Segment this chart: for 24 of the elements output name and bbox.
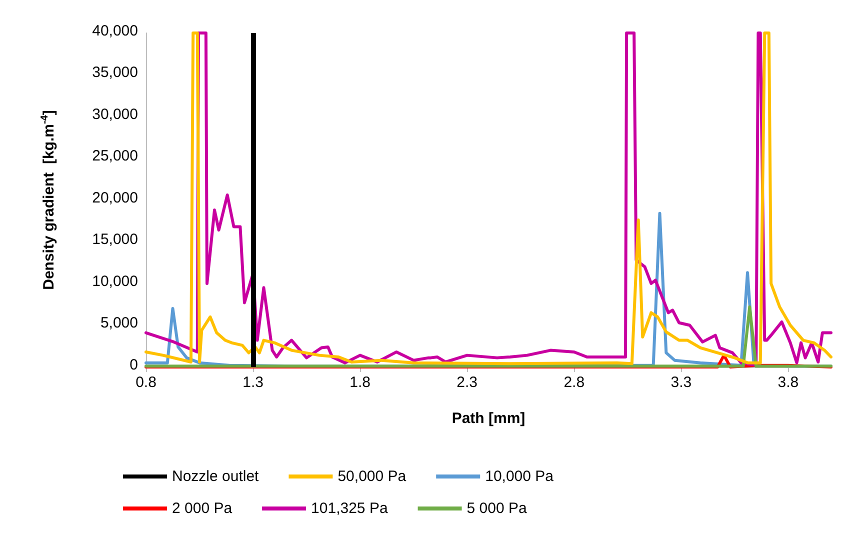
y-tick-label: 15,000 <box>92 231 138 248</box>
x-tick-label: 0.8 <box>136 374 156 391</box>
y-tick-label: 5,000 <box>100 314 138 332</box>
y-tick-label: 35,000 <box>92 64 138 81</box>
x-tick-label: 2.3 <box>456 374 478 391</box>
x-tick-label: 1.3 <box>242 374 264 391</box>
y-tick-label: 30,000 <box>92 106 138 123</box>
legend-label: 50,000 Pa <box>338 468 407 485</box>
y-tick-label: 20,000 <box>92 189 138 206</box>
x-axis-title: Path [mm] <box>452 410 526 427</box>
legend-label: 5 000 Pa <box>466 500 528 517</box>
legend-label: 101,325 Pa <box>311 500 388 517</box>
x-tick-label: 3.8 <box>778 374 799 391</box>
legend-label: 2 000 Pa <box>172 500 233 517</box>
legend-label: Nozzle outlet <box>172 468 260 485</box>
y-tick-label: 40,000 <box>92 22 138 40</box>
x-tick-label: 2.8 <box>564 374 585 391</box>
x-tick-label: 3.3 <box>670 374 692 391</box>
legend-label: 10,000 Pa <box>485 468 554 485</box>
y-tick-label: 10,000 <box>92 272 138 290</box>
x-tick-label: 1.8 <box>350 374 370 391</box>
y-tick-label: 25,000 <box>92 148 138 164</box>
y-tick-label: 0 <box>130 356 138 374</box>
y-axis-title: Density gradient [kg.m-4] <box>40 110 58 290</box>
